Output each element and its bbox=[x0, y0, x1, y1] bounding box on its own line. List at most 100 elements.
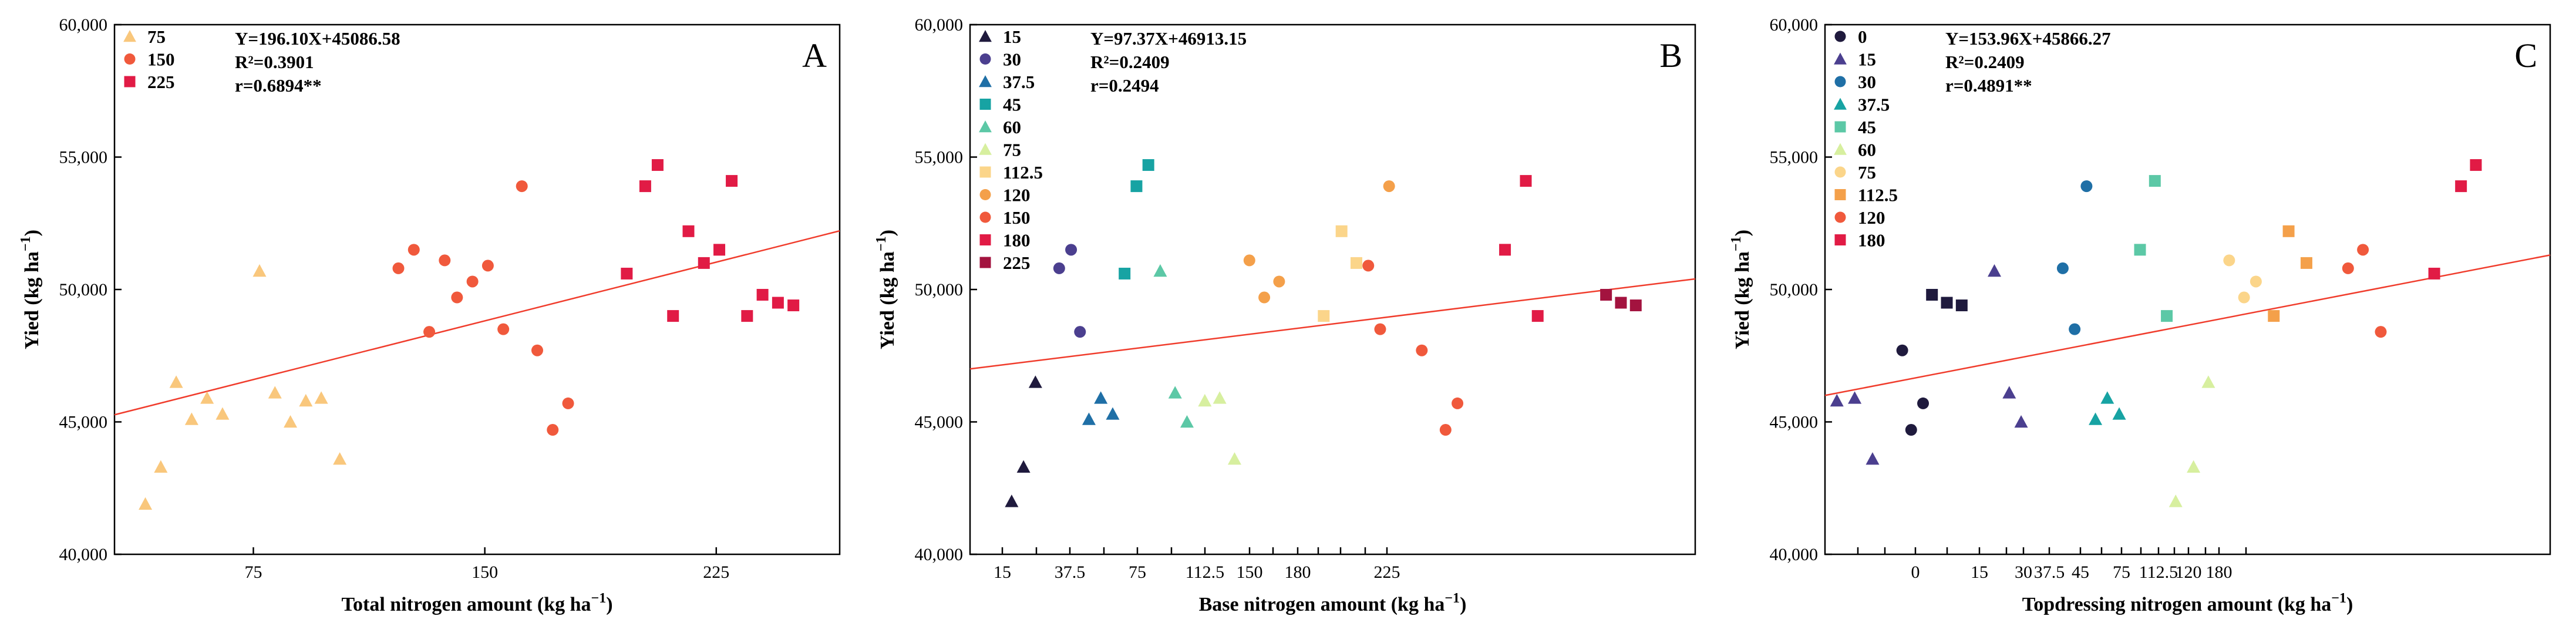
series-0 bbox=[1896, 344, 1930, 436]
legend-label: 150 bbox=[147, 49, 175, 70]
data-point bbox=[1082, 412, 1096, 425]
data-point bbox=[1830, 393, 1844, 407]
data-point bbox=[2282, 225, 2295, 237]
data-point bbox=[1213, 391, 1227, 404]
series-120 bbox=[2342, 244, 2387, 338]
legend-label: 150 bbox=[1003, 207, 1031, 228]
data-point bbox=[1941, 297, 1953, 309]
x-axis-label-main: Base nitrogen amount (kg ha bbox=[1199, 594, 1445, 615]
legend-marker bbox=[1834, 97, 1847, 110]
data-point bbox=[408, 244, 420, 256]
legend-label: 45 bbox=[1003, 95, 1021, 115]
x-axis-label-main: Topdressing nitrogen amount (kg ha bbox=[2022, 594, 2332, 615]
data-point bbox=[1053, 262, 1065, 274]
regression-line bbox=[969, 278, 1696, 370]
x-axis-label-close: ) bbox=[2346, 594, 2353, 615]
data-point bbox=[1119, 267, 1131, 280]
series-120 bbox=[1243, 180, 1395, 304]
data-point bbox=[1198, 393, 1212, 407]
y-axis-label: Yied (kg ha−1) bbox=[874, 230, 898, 349]
x-tick-label: 75 bbox=[244, 563, 262, 582]
data-point bbox=[284, 415, 298, 428]
y-axis-label-close: ) bbox=[877, 230, 898, 236]
y-tick-label: 45,000 bbox=[915, 413, 964, 432]
regression-annotation: Y=97.37X+46913.15 bbox=[1090, 28, 1247, 49]
data-point bbox=[2149, 175, 2161, 187]
data-point bbox=[2470, 159, 2482, 171]
panel-label: A bbox=[802, 36, 827, 75]
legend-label: 120 bbox=[1858, 207, 1885, 228]
data-point bbox=[726, 175, 738, 187]
data-point bbox=[1362, 260, 1375, 272]
series-75 bbox=[1198, 391, 1241, 465]
data-point bbox=[547, 424, 559, 436]
legend-marker bbox=[124, 76, 136, 87]
series-60 bbox=[2168, 375, 2215, 507]
data-point bbox=[1227, 452, 1241, 465]
y-axis-label-sup: −1 bbox=[1729, 236, 1744, 251]
series-150 bbox=[392, 180, 574, 436]
data-point bbox=[2187, 460, 2201, 473]
data-point bbox=[2357, 244, 2369, 256]
regression-annotation: R²=0.3901 bbox=[235, 52, 314, 72]
panel-label: B bbox=[1659, 36, 1682, 75]
legend-label: 180 bbox=[1858, 230, 1885, 251]
data-point bbox=[200, 391, 214, 404]
y-axis-label-main: Yied (kg ha bbox=[877, 251, 898, 349]
data-point bbox=[787, 299, 800, 312]
legend-marker bbox=[1834, 52, 1847, 65]
legend-marker bbox=[124, 53, 136, 65]
x-axis-label-close: ) bbox=[1460, 594, 1466, 615]
series-180 bbox=[1499, 175, 1544, 322]
legend-label: 120 bbox=[1003, 185, 1031, 206]
data-point bbox=[562, 397, 574, 409]
legend-marker bbox=[979, 166, 991, 178]
data-point bbox=[2014, 415, 2028, 428]
data-point bbox=[1520, 175, 1532, 187]
x-tick-label: 180 bbox=[1285, 563, 1311, 582]
data-point bbox=[1258, 291, 1271, 304]
y-tick-label: 45,000 bbox=[1770, 413, 1819, 432]
data-point bbox=[2069, 323, 2081, 335]
series-150 bbox=[1362, 260, 1464, 436]
legend-marker bbox=[979, 53, 991, 65]
regression-annotation: R²=0.2409 bbox=[1090, 52, 1170, 72]
data-point bbox=[215, 407, 230, 420]
legend-marker bbox=[1834, 76, 1846, 87]
data-point bbox=[516, 180, 528, 193]
data-point bbox=[1153, 264, 1167, 277]
data-point bbox=[184, 412, 198, 425]
data-point bbox=[333, 452, 347, 465]
series-30 bbox=[2056, 180, 2093, 335]
x-tick-label: 30 bbox=[2015, 563, 2032, 582]
y-tick-label: 45,000 bbox=[59, 413, 108, 432]
regression-annotation: r=0.2494 bbox=[1090, 75, 1159, 96]
data-point bbox=[1600, 289, 1612, 301]
data-point bbox=[1273, 275, 1285, 288]
data-point bbox=[1955, 299, 1968, 312]
legend-label: 0 bbox=[1858, 26, 1867, 47]
data-point bbox=[1016, 460, 1031, 473]
data-point bbox=[1318, 310, 1330, 322]
data-point bbox=[1917, 397, 1930, 409]
x-tick-label: 150 bbox=[472, 563, 498, 582]
data-point bbox=[772, 297, 784, 309]
regression-annotation: R²=0.2409 bbox=[1945, 52, 2025, 72]
x-tick-label: 112.5 bbox=[2139, 563, 2178, 582]
data-point bbox=[1848, 391, 1862, 404]
legend-label: 225 bbox=[1003, 252, 1031, 273]
data-point bbox=[2342, 262, 2354, 274]
data-point bbox=[621, 267, 633, 280]
legend-marker bbox=[1834, 121, 1846, 133]
x-tick-label: 0 bbox=[1911, 563, 1920, 582]
regression-annotation: r=0.6894** bbox=[235, 75, 322, 96]
legend-marker bbox=[123, 30, 136, 42]
y-axis-label-close: ) bbox=[1732, 230, 1753, 236]
data-point bbox=[392, 262, 405, 274]
x-tick-label: 180 bbox=[2206, 563, 2232, 582]
y-tick-label: 50,000 bbox=[1770, 280, 1819, 299]
legend-marker bbox=[1834, 166, 1846, 178]
